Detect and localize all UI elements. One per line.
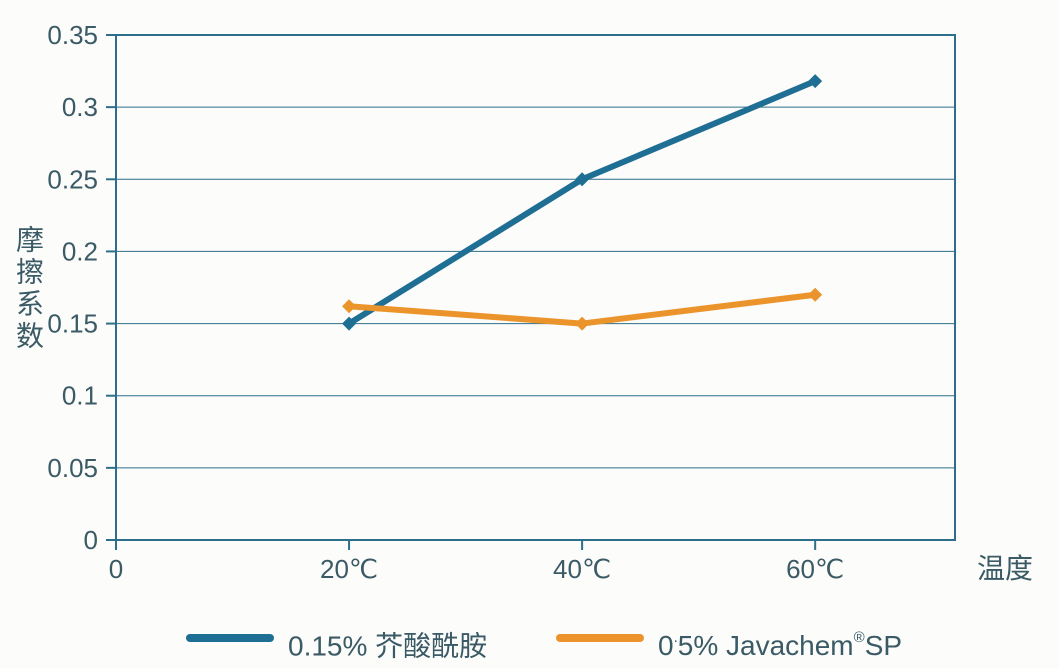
y-axis-title-char: 系	[16, 288, 44, 319]
y-tick-label: 0.1	[62, 381, 98, 411]
y-tick-label: 0.25	[47, 164, 98, 194]
x-tick-label: 0	[109, 554, 123, 584]
y-tick-label: 0.35	[47, 20, 98, 50]
x-tick-label: 60℃	[786, 554, 844, 584]
y-tick-label: 0.2	[62, 236, 98, 266]
legend-label-2: 0.5% Javachem®SP	[658, 629, 902, 661]
y-tick-label: 0.05	[47, 453, 98, 483]
y-tick-label: 0.15	[47, 309, 98, 339]
x-tick-label: 20℃	[320, 554, 378, 584]
y-tick-label: 0	[84, 525, 98, 555]
legend-label-1: 0.15% 芥酸酰胺	[288, 630, 487, 661]
y-axis-title-char: 擦	[16, 256, 44, 287]
x-axis-title: 温度	[977, 553, 1033, 584]
y-tick-label: 0.3	[62, 92, 98, 122]
x-tick-label: 40℃	[553, 554, 611, 584]
friction-temperature-chart: 0 0.05 0.1 0.15 0.2 0.25 0.3 0.35 0 20℃ 40℃ 60℃ 温度 摩擦…	[0, 0, 1059, 668]
y-axis-title-char: 摩	[16, 224, 44, 255]
y-axis-title-char: 数	[16, 320, 44, 351]
chart-svg: 0 0.05 0.1 0.15 0.2 0.25 0.3 0.35 0 20℃ 40℃ 60℃ 温度 摩擦…	[0, 0, 1059, 668]
